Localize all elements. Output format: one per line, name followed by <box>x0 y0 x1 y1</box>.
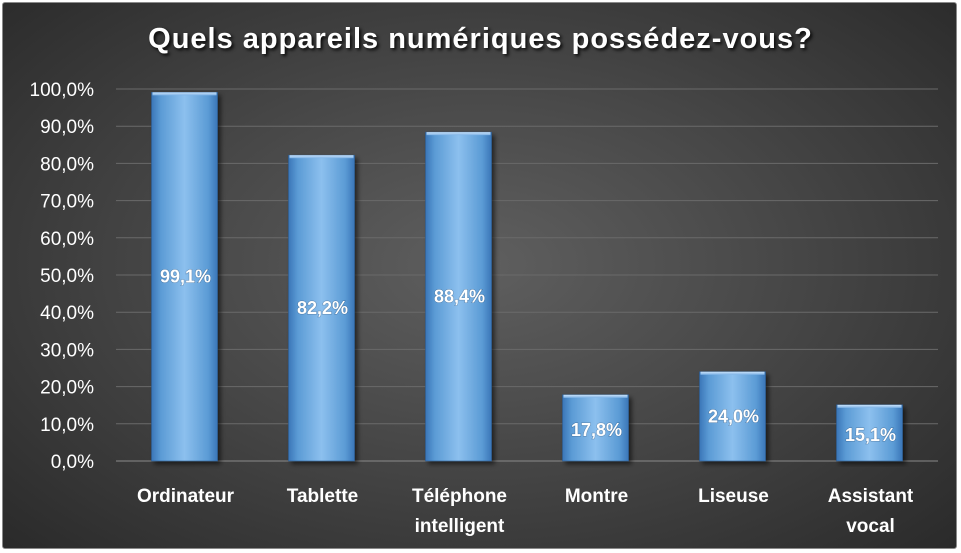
y-tick-label: 0,0% <box>51 452 94 473</box>
bar-top-highlight <box>289 155 354 159</box>
bar <box>425 131 492 462</box>
bar <box>699 371 766 462</box>
data-label: 17,8% <box>571 420 622 440</box>
data-label: 82,2% <box>297 298 348 318</box>
bar <box>562 394 629 462</box>
y-tick-label: 100,0% <box>30 80 95 101</box>
y-tick-label: 20,0% <box>40 378 94 399</box>
y-tick-label: 40,0% <box>40 303 94 324</box>
bar-chart: 0,0% 10,0% 20,0% 30,0% 40,0% 50,0% 60,0% 70,0% 8… <box>30 80 938 537</box>
bar-top-highlight <box>700 371 765 375</box>
bar-top-highlight <box>563 394 628 398</box>
category-label: Liseuse <box>698 486 769 507</box>
y-tick-label: 90,0% <box>40 117 94 138</box>
bar <box>836 404 903 462</box>
data-label: 24,0% <box>708 406 759 426</box>
y-tick-label: 60,0% <box>40 229 94 250</box>
y-tick-label: 10,0% <box>40 415 94 436</box>
y-tick-label: 30,0% <box>40 340 94 361</box>
chart-title: Quels appareils numériques possédez-vous… <box>148 23 813 55</box>
bar <box>288 154 355 462</box>
bar-top-highlight <box>426 132 491 136</box>
data-label: 99,1% <box>160 267 211 287</box>
bar-top-highlight <box>837 404 902 408</box>
category-label: Ordinateur <box>137 486 235 507</box>
category-label: Tablette <box>287 486 358 507</box>
category-label: vocal <box>846 516 895 537</box>
y-tick-label: 50,0% <box>40 266 94 287</box>
y-tick-label: 70,0% <box>40 192 94 213</box>
category-label: Téléphone <box>412 486 507 507</box>
category-label: intelligent <box>415 516 505 537</box>
bar-top-highlight <box>152 92 217 96</box>
data-label: 15,1% <box>845 425 896 445</box>
y-tick-label: 80,0% <box>40 154 94 175</box>
category-label: Assistant <box>828 486 914 507</box>
data-label: 88,4% <box>434 287 485 307</box>
bar <box>151 92 218 462</box>
category-label: Montre <box>565 486 628 507</box>
